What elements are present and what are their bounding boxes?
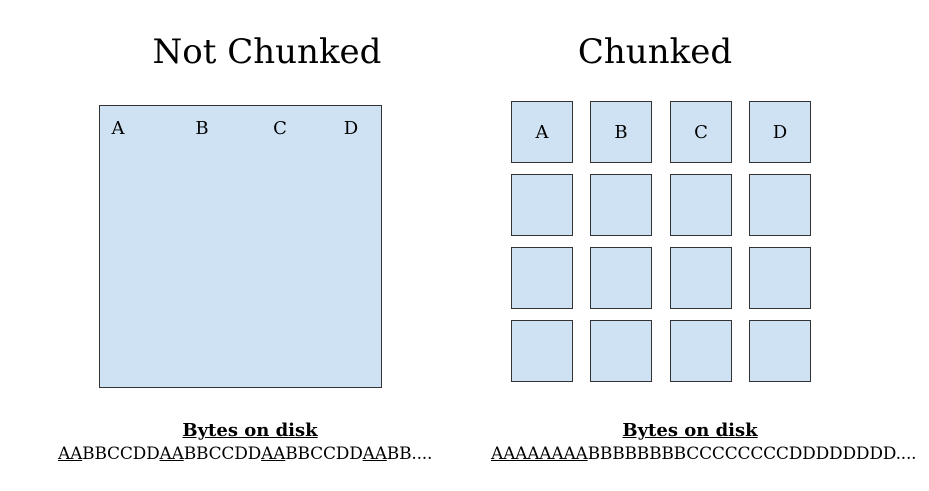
chunk-empty <box>511 174 573 236</box>
bytes-segment: BB.... <box>386 444 433 464</box>
chunk-empty <box>749 320 811 382</box>
bytes-segment: BBCCDD <box>82 444 160 464</box>
chunk-label: C <box>694 121 708 143</box>
chunk-empty <box>749 247 811 309</box>
bytes-segment-highlighted: AA <box>261 444 286 464</box>
chunk-empty <box>670 247 732 309</box>
bytes-segment-highlighted: AA <box>159 444 184 464</box>
chunk-empty <box>511 247 573 309</box>
bytes-segment-highlighted: AAAAAAAA <box>491 444 588 464</box>
title-not-chunked: Not Chunked <box>152 32 382 72</box>
unchunked-column-label-c: C <box>273 118 287 139</box>
bytes-segment: BBBBBBBBCCCCCCCCDDDDDDDD.... <box>587 444 917 464</box>
chunk-empty <box>511 320 573 382</box>
chunk-empty <box>670 320 732 382</box>
bytes-segment-highlighted: AA <box>58 444 83 464</box>
chunk-empty <box>590 174 652 236</box>
chunk-empty <box>749 174 811 236</box>
chunk-a: A <box>511 101 573 163</box>
chunk-d: D <box>749 101 811 163</box>
title-chunked: Chunked <box>577 32 733 72</box>
bytes-segment: BBCCDD <box>285 444 363 464</box>
unchunked-column-label-b: B <box>195 118 209 139</box>
bytes-on-disk-title-right: Bytes on disk <box>622 420 758 441</box>
unchunked-array-box <box>99 105 382 388</box>
chunk-label: D <box>772 121 788 143</box>
chunk-label: B <box>614 121 628 143</box>
unchunked-column-label-d: D <box>343 118 359 139</box>
chunk-empty <box>590 247 652 309</box>
bytes-on-disk-title-left: Bytes on disk <box>182 420 318 441</box>
chunk-empty <box>670 174 732 236</box>
chunk-label: A <box>535 121 549 143</box>
chunk-c: C <box>670 101 732 163</box>
bytes-sequence-not-chunked: AABBCCDDAABBCCDDAABBCCDDAABB.... <box>58 443 432 465</box>
bytes-segment: BBCCDD <box>183 444 262 464</box>
bytes-sequence-chunked: AAAAAAAABBBBBBBBCCCCCCCCDDDDDDDD.... <box>491 443 917 465</box>
bytes-segment-highlighted: AA <box>362 444 387 464</box>
unchunked-column-label-a: A <box>111 118 125 139</box>
chunk-b: B <box>590 101 652 163</box>
chunk-empty <box>590 320 652 382</box>
